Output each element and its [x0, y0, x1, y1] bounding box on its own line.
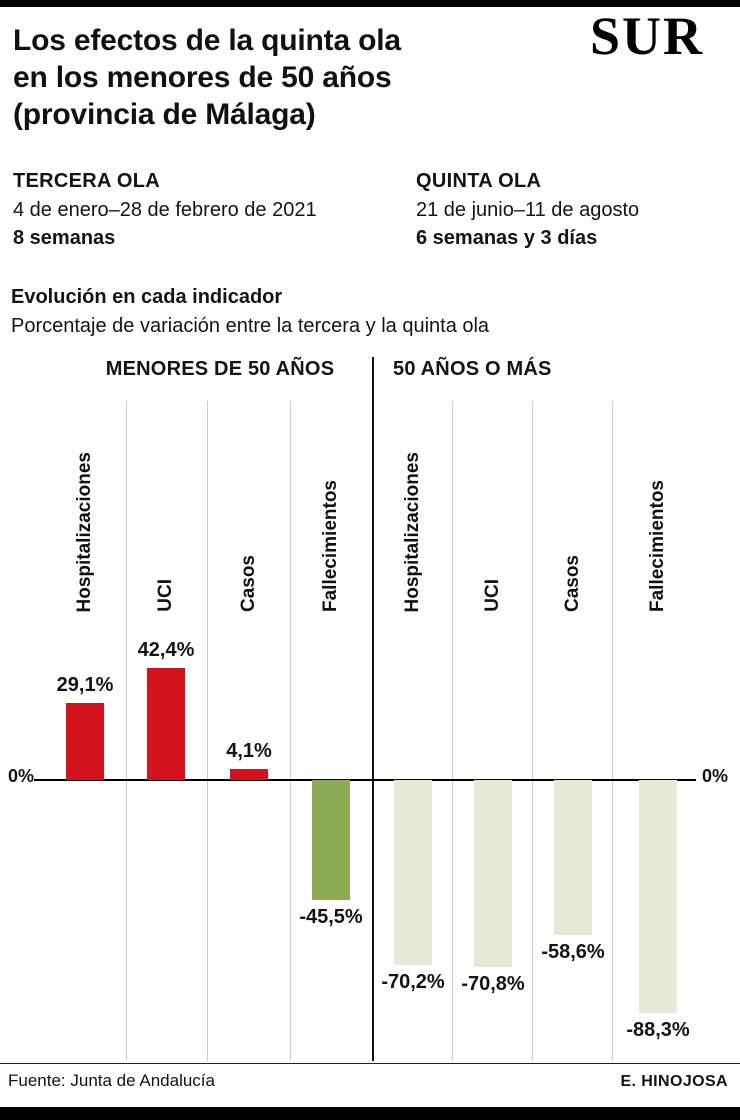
- wave-dates: 4 de enero–28 de febrero de 2021: [13, 199, 317, 221]
- footer-divider: [0, 1063, 740, 1064]
- wave-duration: 8 semanas: [13, 227, 116, 249]
- chart-gridline: [532, 401, 533, 1061]
- category-label: UCI: [155, 579, 176, 612]
- wave-dates: 21 de junio–11 de agosto: [416, 199, 640, 221]
- wave-name: TERCERA OLA: [13, 170, 161, 192]
- value-label: 4,1%: [226, 740, 272, 762]
- bottom-border-bar: [0, 1107, 740, 1120]
- chart-gridline: [452, 401, 453, 1061]
- wave-duration: 6 semanas y 3 días: [416, 227, 598, 249]
- footer: Fuente: Junta de Andalucía E. HINOJOSA: [8, 1071, 728, 1091]
- value-label: -45,5%: [299, 906, 363, 928]
- title-line: Los efectos de la quinta ola: [13, 24, 401, 57]
- subtitle-description: Porcentaje de variación entre la tercera…: [11, 315, 490, 337]
- page-title: Los efectos de la quinta ola en los meno…: [13, 22, 401, 133]
- chart-gridline: [126, 401, 127, 1061]
- bar-negative: [312, 780, 350, 900]
- source-note: Fuente: Junta de Andalucía: [8, 1071, 215, 1090]
- category-label: Casos: [238, 554, 259, 612]
- wave-tercera-ola: TERCERA OLA 4 de enero–28 de febrero de …: [13, 170, 416, 250]
- category-label: Fallecimientos: [320, 480, 341, 612]
- zero-label-right: 0%: [702, 766, 729, 786]
- subtitle-heading: Evolución en cada indicador: [11, 286, 283, 308]
- value-label: 29,1%: [56, 674, 114, 696]
- group-header: 50 AÑOS O MÁS: [393, 358, 552, 380]
- category-label: Hospitalizaciones: [74, 451, 95, 613]
- chart-gridline: [612, 401, 613, 1061]
- bar-positive: [230, 769, 268, 780]
- value-label: -88,3%: [626, 1019, 690, 1041]
- group-header: MENORES DE 50 AÑOS: [105, 358, 335, 380]
- sur-logo: SUR: [589, 6, 704, 66]
- value-label: -70,2%: [381, 971, 445, 993]
- bar-negative: [554, 780, 592, 935]
- wave-name: QUINTA OLA: [416, 170, 542, 192]
- value-label: -70,8%: [461, 973, 525, 995]
- category-label: UCI: [482, 579, 503, 612]
- category-label: Hospitalizaciones: [402, 451, 423, 613]
- bar-chart: 0% 0% MENORES DE 50 AÑOS Hospitalizaciones 2…: [0, 355, 740, 1063]
- category-label: Fallecimientos: [647, 480, 668, 612]
- bar-negative: [474, 780, 512, 967]
- bar-positive: [147, 668, 185, 780]
- chart-gridline: [207, 401, 208, 1061]
- zero-axis-line: [34, 779, 696, 781]
- title-line: en los menores de 50 años: [13, 61, 392, 94]
- bar-negative: [639, 780, 677, 1013]
- group-divider-line: [372, 357, 374, 1061]
- value-label: -58,6%: [541, 941, 605, 963]
- wave-quinta-ola: QUINTA OLA 21 de junio–11 de agosto 6 se…: [416, 170, 639, 250]
- category-label: Casos: [562, 554, 583, 612]
- value-label: 42,4%: [137, 639, 195, 661]
- chart-gridline: [290, 401, 291, 1061]
- chart-subtitle: Evolución en cada indicador Porcentaje d…: [11, 286, 489, 338]
- author-credit: E. HINOJOSA: [620, 1073, 728, 1090]
- bar-positive: [66, 703, 104, 780]
- top-border-bar: [0, 0, 740, 7]
- waves-section: TERCERA OLA 4 de enero–28 de febrero de …: [13, 170, 740, 250]
- bar-negative: [394, 780, 432, 965]
- title-line: (provincia de Málaga): [13, 98, 316, 131]
- zero-label-left: 0%: [8, 766, 35, 786]
